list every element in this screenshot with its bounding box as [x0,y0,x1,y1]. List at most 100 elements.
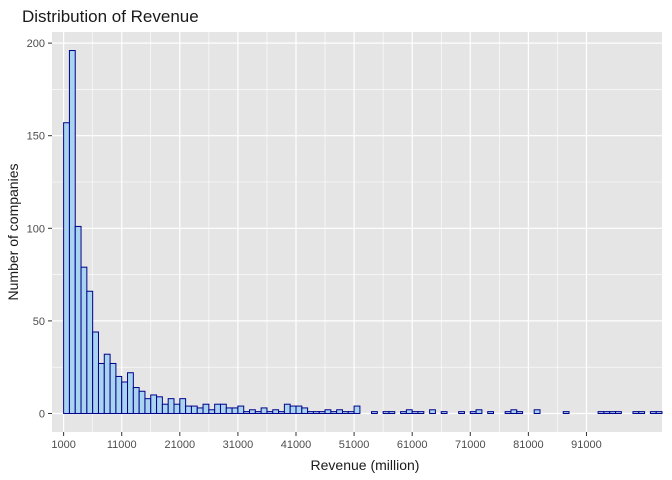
x-tick-label: 31000 [223,439,254,451]
histogram-bar [74,225,82,414]
histogram-bar [347,411,355,414]
histogram-bar [121,381,129,414]
histogram-bar [179,398,187,414]
histogram-bar [388,411,396,414]
histogram-bar [615,411,622,414]
y-axis-ticks: 0 50 100 150 200 [27,38,52,420]
histogram-bar [196,407,204,414]
histogram-bar [283,403,291,414]
histogram-bar [68,50,76,414]
histogram-bar [219,403,227,414]
histogram-bar [330,411,338,414]
histogram-bar [231,407,239,414]
histogram-bar [295,405,303,414]
histogram-bar [132,387,140,414]
x-tick-label: 71000 [455,439,486,451]
histogram-bar [597,411,605,414]
histogram-bar [214,403,221,414]
y-tick-label: 0 [39,408,45,420]
y-axis-title: Number of companies [5,164,21,301]
x-tick-label: 61000 [397,439,428,451]
histogram-bar [115,375,123,414]
histogram-bar [307,411,314,414]
x-tick-label: 81000 [513,439,544,451]
histogram-bar [469,411,477,414]
histogram-bar [458,411,465,414]
y-tick-label: 150 [27,131,45,143]
histogram-bar [411,411,419,414]
histogram-bar [301,407,309,414]
histogram-bar [609,411,617,414]
histogram-bar [260,407,268,414]
chart-title: Distribution of Revenue [22,7,199,26]
histogram-bar [225,407,233,414]
histogram-bar [190,405,198,414]
histogram-bar [318,411,326,414]
histogram-bar [336,409,343,414]
histogram-bar [138,390,146,414]
histogram-bar [243,411,251,414]
histogram-bar [655,411,663,414]
histogram-bar [289,405,297,414]
histogram-bar [353,405,361,414]
x-axis-ticks: 1000 11000 21000 31000 41000 51000 61000 71000 8… [51,432,602,451]
histogram-bar [237,405,245,414]
x-tick-label: 1000 [51,439,75,451]
histogram-bar [510,409,518,414]
histogram-bar [185,405,192,414]
histogram-bar [266,411,274,414]
x-tick-label: 51000 [339,439,370,451]
histogram-bar [516,411,524,414]
histogram-bar [278,411,285,414]
histogram-bar [127,372,134,414]
histogram-bar [638,411,646,414]
histogram-bar [312,411,320,414]
histogram-bar [80,266,88,414]
histogram-bar [341,411,349,414]
histogram-bar [562,411,570,414]
histogram-bar [97,362,105,414]
x-tick-label: 11000 [107,439,137,451]
histogram-bar [405,409,413,414]
histogram-bar [103,353,111,414]
y-tick-label: 200 [27,38,45,50]
histogram-bar [533,409,541,414]
histogram-bar [504,411,512,414]
histogram-bar [208,409,216,414]
histogram-bars [63,50,663,414]
plot-panel [52,32,662,432]
grid-minor [52,32,662,432]
histogram-bar [324,409,332,414]
histogram-bar [475,409,483,414]
y-tick-label: 100 [27,223,45,235]
histogram-bar [150,394,158,414]
histogram-bar [649,411,657,414]
histogram-bar [487,411,495,414]
y-tick-label: 50 [33,316,45,328]
histogram-bar [249,409,256,414]
histogram-bar [272,409,280,414]
histogram-bar [144,398,152,414]
x-tick-label: 41000 [281,439,312,451]
histogram-bar [202,403,210,414]
histogram-bar [156,396,163,414]
histogram-bar [109,362,117,414]
x-axis-title: Revenue (million) [311,457,420,473]
histogram-bar [382,411,390,414]
histogram-bar [632,411,640,414]
x-tick-label: 91000 [571,439,602,451]
histogram-bar [92,331,99,414]
histogram-bar [86,290,94,414]
histogram-bar [173,403,181,414]
histogram-bar [161,403,169,414]
histogram-bar [254,411,262,414]
histogram-bar [167,398,175,414]
histogram-bar [429,409,436,414]
histogram-bar [417,411,425,414]
histogram-bar [400,411,407,414]
histogram-bar [603,411,611,414]
x-tick-label: 21000 [165,439,196,451]
histogram-bar [63,122,70,414]
histogram-bar [371,411,378,414]
